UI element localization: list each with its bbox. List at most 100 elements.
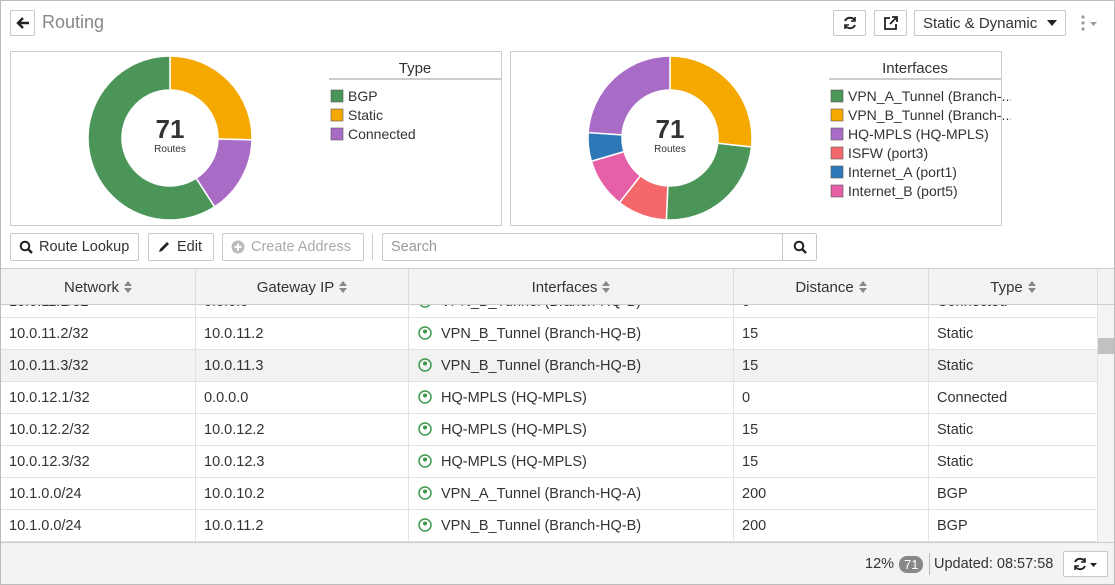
table-cell: 0.0.0.0 (196, 382, 409, 414)
cell-text: BGP (937, 486, 968, 502)
cell-text: 10.0.11.3/32 (9, 358, 89, 374)
percent: 12% (865, 556, 895, 572)
legend-label: Static (348, 107, 383, 123)
legend-swatch (830, 146, 844, 160)
cell-text: VPN_B_Tunnel (Branch-HQ-B) (441, 518, 642, 534)
separator (372, 234, 373, 260)
table-cell: HQ-MPLS (HQ-MPLS) (409, 382, 734, 414)
legend-label: HQ-MPLS (HQ-MPLS) (848, 126, 989, 142)
column-header[interactable]: Type (929, 269, 1098, 305)
cell-text: 10.0.11.2 (204, 518, 264, 534)
table-cell: 0 (734, 382, 929, 414)
search-icon (19, 240, 33, 254)
interface-icon (418, 518, 432, 532)
cell-text: 10.0.10.2 (204, 486, 265, 502)
cell-text: VPN_B_Tunnel (Branch-HQ-B) (441, 358, 642, 374)
table-cell: 15 (734, 446, 929, 478)
table-cell: 10.0.12.2 (196, 414, 409, 446)
scrollbar-thumb[interactable] (1098, 338, 1114, 354)
table-cell: 0.0.0.0 (196, 305, 409, 318)
icon-dot (423, 521, 427, 526)
legend-label: Internet_A (port1) (848, 164, 957, 180)
auto-refresh-button[interactable] (1063, 551, 1108, 577)
table-cell: 10.0.10.2 (196, 478, 409, 510)
cell-text: 10.0.11.1/32 (9, 305, 89, 310)
search-input[interactable]: Search (382, 233, 783, 261)
table-cell: 10.0.11.2 (196, 510, 409, 542)
cell-text: Static (937, 422, 974, 438)
icon-dot (423, 393, 427, 398)
legend-swatch (830, 108, 844, 122)
separator (929, 553, 930, 575)
column-header[interactable]: Distance (734, 269, 929, 305)
view-dropdown[interactable]: Static & Dynamic (914, 10, 1066, 36)
table-row[interactable]: 10.0.11.1/32 0.0.0.0 VPN_B_Tunnel (Branch-… (1, 305, 1098, 318)
column-header-label: Network (63, 278, 119, 296)
table-row[interactable]: 10.0.12.3/32 10.0.12.3 HQ-MPLS (HQ-MPLS) 15… (1, 446, 1098, 478)
cell-text: VPN_B_Tunnel (Branch-HQ-B) (441, 305, 641, 310)
cell-text: Static (937, 358, 974, 374)
cell-text: 15 (742, 326, 759, 342)
table-cell: 200 (734, 478, 929, 510)
kebab-menu[interactable] (1079, 14, 1101, 32)
cell-text: 15 (742, 358, 759, 374)
cell-text: HQ-MPLS (HQ-MPLS) (441, 454, 587, 470)
table-row[interactable]: 10.0.12.1/32 0.0.0.0 HQ-MPLS (HQ-MPLS) 0 Con… (1, 382, 1098, 414)
icon-dot (423, 457, 427, 462)
edit-label: Edit (177, 239, 202, 255)
cell-text: BGP (937, 518, 968, 534)
cell-text: 200 (742, 486, 767, 502)
edit-button[interactable]: Edit (148, 233, 214, 261)
icon-dot (423, 425, 427, 430)
cell-text: VPN_A_Tunnel (Branch-HQ-A) (441, 486, 642, 502)
donut-slice (587, 55, 671, 136)
table-cell: 0 (734, 305, 929, 318)
table-cell: Static (929, 318, 1098, 350)
donut-total: 71 (156, 114, 185, 144)
table-row[interactable]: 10.1.0.0/24 10.0.11.2 VPN_B_Tunnel (Branch… (1, 510, 1098, 542)
icon-ring (419, 305, 431, 308)
create-address-button[interactable]: Create Address (222, 233, 364, 261)
sort-icon (602, 281, 611, 293)
sort-icon (339, 281, 348, 293)
route-lookup-button[interactable]: Route Lookup (10, 233, 139, 261)
cell-text: 10.0.12.2 (204, 422, 265, 438)
search-placeholder: Search (391, 239, 437, 255)
donut-total-label: Routes (154, 144, 186, 155)
cell-text: 10.1.0.0/24 (9, 486, 82, 502)
scrollbar[interactable] (1098, 305, 1114, 542)
column-header[interactable]: Network (1, 269, 196, 305)
table-row[interactable]: 10.0.12.2/32 10.0.12.2 HQ-MPLS (HQ-MPLS) 15… (1, 414, 1098, 446)
search-button[interactable] (782, 233, 817, 261)
interface-icon (418, 422, 432, 436)
back-button[interactable] (10, 10, 35, 36)
icon-ring (418, 390, 432, 404)
column-header[interactable]: Interfaces (409, 269, 734, 305)
table-cell: VPN_A_Tunnel (Branch-HQ-A) (409, 478, 734, 510)
table-row[interactable]: 10.0.11.3/32 10.0.11.3 VPN_B_Tunnel (Branc… (1, 350, 1098, 382)
table-cell: Connected (929, 382, 1098, 414)
column-header[interactable]: Gateway IP (196, 269, 409, 305)
cell-text: HQ-MPLS (HQ-MPLS) (441, 422, 587, 438)
table-row[interactable]: 10.1.0.0/24 10.0.10.2 VPN_A_Tunnel (Branch… (1, 478, 1098, 510)
open-external-button[interactable] (874, 10, 907, 36)
table-cell: 15 (734, 318, 929, 350)
caret (1047, 20, 1057, 26)
external-icon (884, 16, 898, 30)
cell-text: Connected (937, 390, 1008, 406)
page-title: Routing (42, 12, 105, 32)
table-row[interactable]: 10.0.11.2/32 10.0.11.2 VPN_B_Tunnel (Branc… (1, 318, 1098, 350)
legend-swatch (330, 89, 344, 103)
legend-label: BGP (348, 88, 378, 104)
view-dropdown-label: Static & Dynamic (923, 14, 1038, 32)
refresh-icon (1074, 557, 1097, 571)
table-cell: 10.0.11.3 (196, 350, 409, 382)
search-icon (793, 240, 807, 254)
interface-icon (418, 358, 432, 372)
icon-ring (418, 422, 432, 436)
refresh-button[interactable] (833, 10, 866, 36)
table-cell: 15 (734, 350, 929, 382)
table-cell: VPN_B_Tunnel (Branch-HQ-B) (409, 305, 734, 318)
legend-swatch (330, 127, 344, 141)
cell-text: 10.0.11.2/32 (9, 326, 89, 342)
